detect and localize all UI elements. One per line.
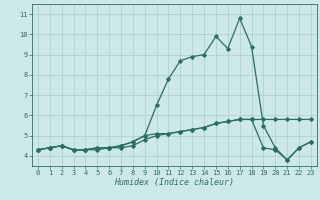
X-axis label: Humidex (Indice chaleur): Humidex (Indice chaleur) xyxy=(115,178,234,187)
